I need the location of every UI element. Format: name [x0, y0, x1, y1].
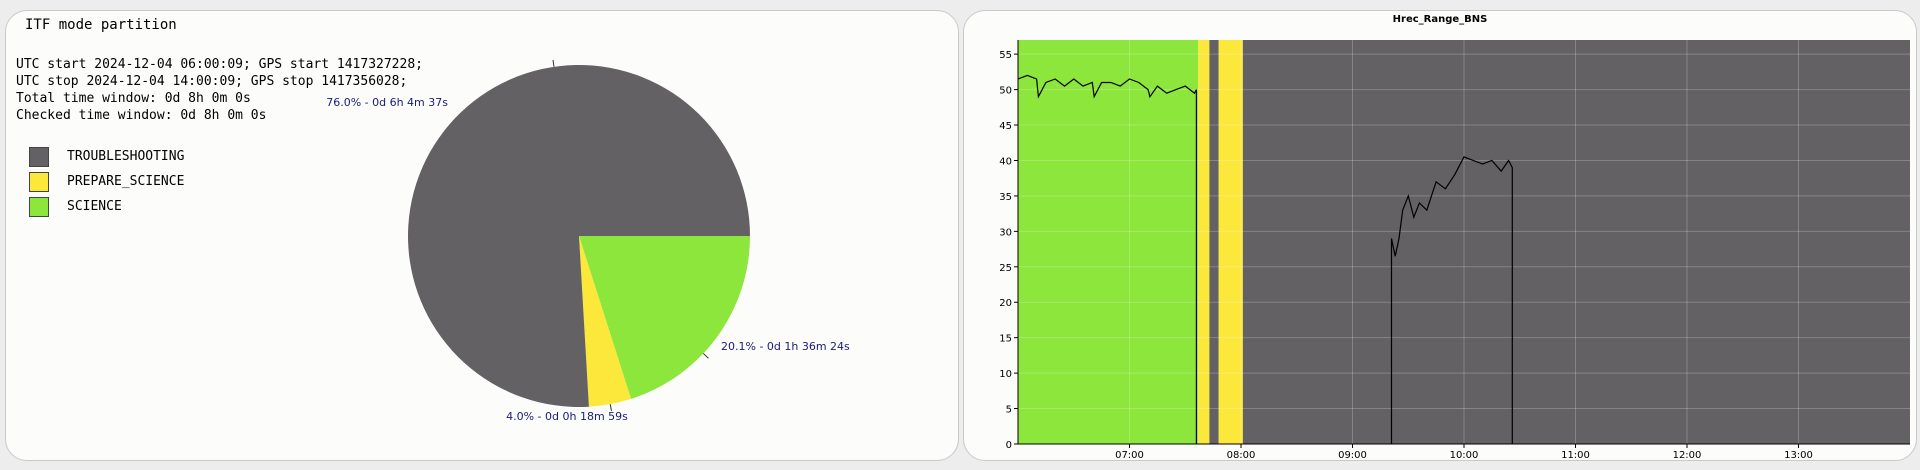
legend-label-prepare-science: PREPARE_SCIENCE	[67, 174, 185, 189]
y-tick-label-35: 35	[999, 192, 1012, 203]
pie-leader-science	[702, 353, 709, 359]
y-tick-label-25: 25	[999, 263, 1012, 274]
legend-swatch-prepare-science	[29, 172, 49, 192]
range-series-1	[1017, 74, 1197, 444]
pie-chart-panel: ITF mode partition UTC start 2024-12-04 …	[5, 10, 959, 461]
pie-chart: 76.0% - 0d 6h 4m 37s 4.0% - 0d 0h 18m 59s…	[326, 59, 850, 423]
mode-band-science-0	[1018, 40, 1199, 444]
mode-band-troubleshooting-4	[1242, 40, 1910, 444]
legend-item-prepare-science: PREPARE_SCIENCE	[29, 172, 184, 197]
legend-swatch-science	[29, 197, 49, 217]
y-tick-label-10: 10	[999, 369, 1012, 380]
line-chart-panel: Hrec_Range_BNS 0 5 10 15 20 25 30 35 40 45 50 55 07:0…	[963, 10, 1917, 461]
pie-annotation-troubleshooting: 76.0% - 0d 6h 4m 37s	[326, 96, 448, 109]
pie-annotation-science: 20.1% - 0d 1h 36m 24s	[721, 340, 850, 353]
legend-label-troubleshooting: TROUBLESHOOTING	[67, 149, 185, 164]
pie-chart-title: ITF mode partition	[25, 17, 177, 33]
line-chart-title: Hrec_Range_BNS	[1393, 14, 1488, 25]
legend-item-troubleshooting: TROUBLESHOOTING	[29, 147, 184, 172]
info-line-utc-start: UTC start 2024-12-04 06:00:09; GPS start…	[16, 57, 423, 72]
info-line-total-window: Total time window: 0d 8h 0m 0s	[16, 91, 251, 106]
info-line-checked-window: Checked time window: 0d 8h 0m 0s	[16, 108, 267, 123]
x-tick-label-08-00: 08:00	[1227, 450, 1256, 460]
x-tick-label-12-00: 12:00	[1673, 450, 1702, 460]
pie-slice-troubleshooting	[408, 64, 750, 407]
y-tick-label-20: 20	[999, 298, 1012, 309]
legend-item-science: SCIENCE	[29, 197, 184, 222]
y-tick-label-40: 40	[999, 156, 1012, 167]
x-tick-label-13-00: 13:00	[1784, 450, 1813, 460]
pie-legend: TROUBLESHOOTING PREPARE_SCIENCE SCIENCE	[29, 147, 184, 222]
pie-slice-science	[579, 236, 750, 399]
range-series-2	[1390, 156, 1513, 444]
y-tick-label-0: 0	[1006, 440, 1012, 451]
pie-annotation-prepare-science: 4.0% - 0d 0h 18m 59s	[506, 410, 628, 423]
y-tick-label-55: 55	[999, 50, 1012, 61]
y-tick-label-30: 30	[999, 227, 1012, 238]
pie-leader-prepare-science	[609, 404, 612, 412]
line-chart: Hrec_Range_BNS 0 5 10 15 20 25 30 35 40 45 50 55 07:0…	[999, 14, 1910, 460]
info-line-utc-stop: UTC stop 2024-12-04 14:00:09; GPS stop 1…	[16, 74, 408, 89]
legend-label-science: SCIENCE	[67, 199, 122, 214]
pie-leader-troubleshooting	[552, 59, 555, 67]
time-window-info: UTC start 2024-12-04 06:00:09; GPS start…	[16, 56, 423, 124]
legend-swatch-troubleshooting	[29, 147, 49, 167]
pie-slice-prepare-science	[579, 236, 632, 407]
mode-band-prepare-science-1	[1198, 40, 1210, 444]
x-tick-label-09-00: 09:00	[1338, 450, 1367, 460]
mode-band-prepare-science-3	[1218, 40, 1243, 444]
y-tick-label-5: 5	[1006, 405, 1012, 416]
y-tick-label-45: 45	[999, 121, 1012, 132]
x-tick-label-11-00: 11:00	[1561, 450, 1590, 460]
y-tick-label-50: 50	[999, 86, 1012, 97]
x-tick-label-07-00: 07:00	[1115, 450, 1144, 460]
y-tick-label-15: 15	[999, 334, 1012, 345]
x-tick-label-10-00: 10:00	[1450, 450, 1479, 460]
mode-band-troubleshooting-2	[1209, 40, 1219, 444]
